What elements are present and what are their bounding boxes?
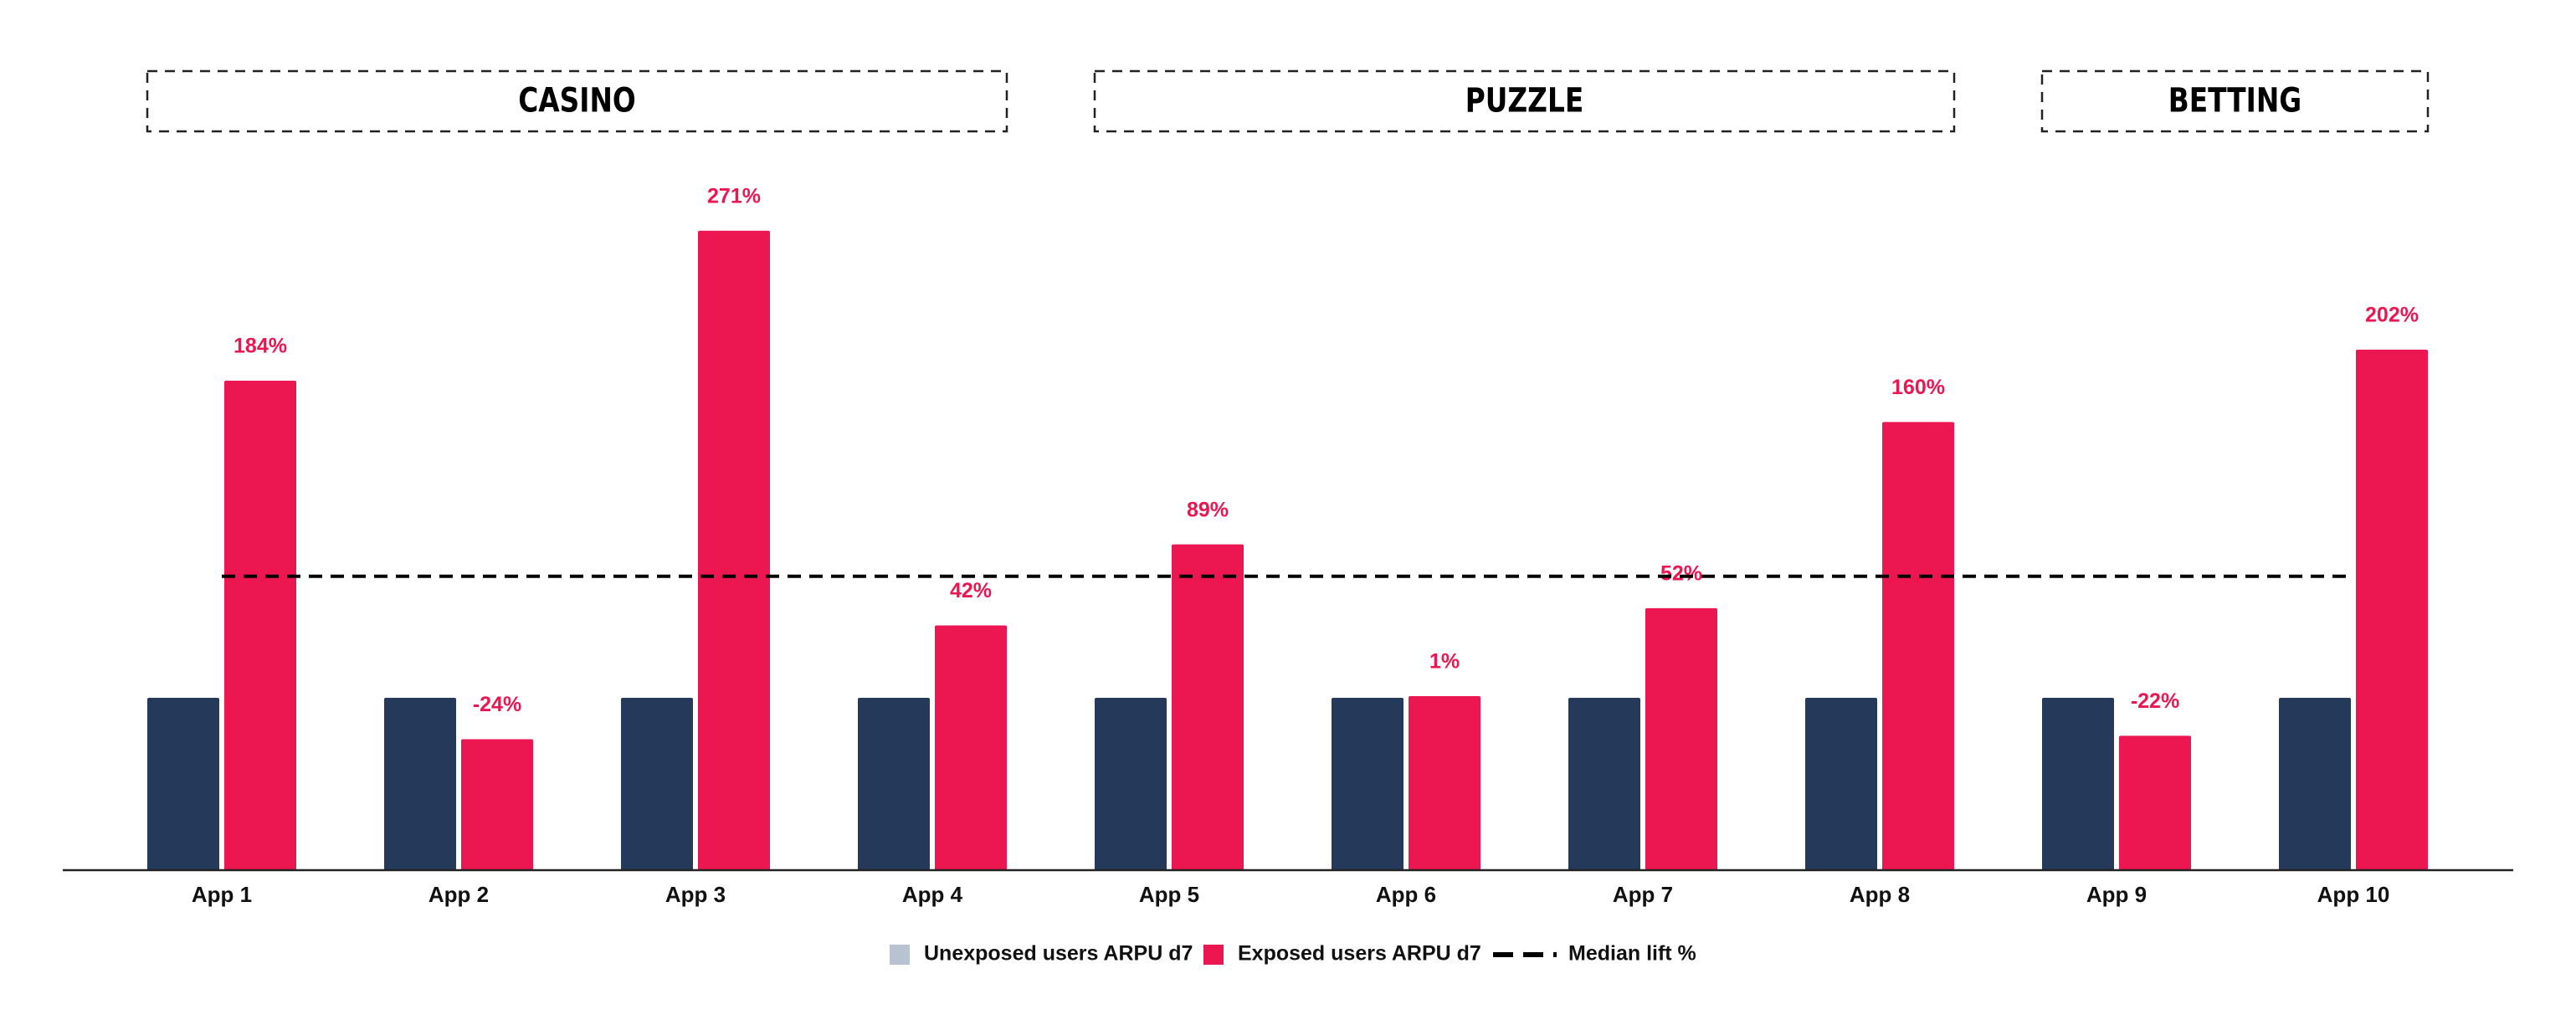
- bar: [1882, 422, 1954, 870]
- bar: [858, 698, 930, 870]
- x-tick-label: App 2: [428, 882, 489, 907]
- data-label: -22%: [2131, 689, 2179, 713]
- x-tick-label: App 5: [1139, 882, 1199, 907]
- bar: [1095, 698, 1167, 870]
- bar: [1332, 698, 1403, 870]
- data-label: 160%: [1891, 376, 1945, 399]
- x-tick-label: App 8: [1850, 882, 1910, 907]
- bar: [224, 380, 296, 871]
- bar: [935, 625, 1007, 870]
- x-tick-label: App 10: [2317, 882, 2390, 907]
- bar: [461, 739, 533, 870]
- legend-swatch: [1203, 945, 1224, 965]
- data-label: 42%: [950, 579, 992, 602]
- data-label: -24%: [473, 693, 521, 716]
- group-box: [146, 69, 1008, 133]
- data-label: 89%: [1187, 498, 1229, 521]
- bar: [2279, 698, 2351, 870]
- group-box: [1093, 69, 1956, 133]
- data-label: 52%: [1660, 561, 1702, 585]
- x-tick-label: App 1: [192, 882, 252, 907]
- legend-swatch: [890, 945, 910, 965]
- data-label: 184%: [233, 335, 287, 358]
- group-label: PUZZLE: [1465, 80, 1584, 120]
- legend-label: Unexposed users ARPU d7: [924, 942, 1193, 966]
- bar: [2042, 698, 2114, 870]
- legend-label: Median lift %: [1568, 942, 1696, 966]
- group-box: [2040, 69, 2430, 133]
- legend-label: Exposed users ARPU d7: [1238, 942, 1481, 966]
- data-label: 202%: [2365, 303, 2419, 326]
- bar: [698, 230, 770, 870]
- bar: [2119, 735, 2191, 870]
- bar: [1172, 544, 1244, 870]
- x-tick-label: App 3: [665, 882, 726, 907]
- x-tick-label: App 6: [1376, 882, 1436, 907]
- bar: [147, 698, 219, 870]
- x-tick-label: App 7: [1613, 882, 1673, 907]
- group-label: CASINO: [518, 80, 636, 120]
- bar: [1409, 695, 1480, 870]
- data-label: 1%: [1429, 650, 1460, 674]
- bar: [1645, 607, 1717, 870]
- bar: [621, 698, 693, 870]
- bar: [1568, 698, 1640, 870]
- data-label: 271%: [707, 184, 761, 208]
- bar: [2356, 349, 2428, 870]
- x-tick-label: App 4: [902, 882, 963, 907]
- bar: [384, 698, 456, 870]
- x-tick-label: App 9: [2086, 882, 2147, 907]
- bar: [1805, 698, 1877, 870]
- group-label: BETTING: [2168, 80, 2301, 120]
